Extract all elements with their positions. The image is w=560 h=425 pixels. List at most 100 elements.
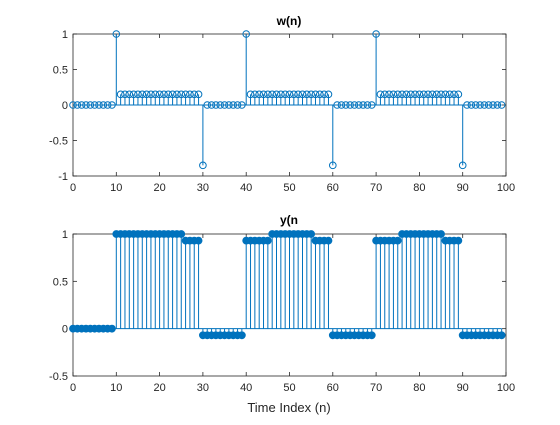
stem-marker-top [341, 101, 350, 109]
stem-marker-top [181, 90, 190, 99]
stem-marker-top [467, 101, 476, 109]
stem-marker-bottom [437, 230, 445, 238]
stem-marker-top [73, 101, 82, 109]
stem-marker-top [151, 90, 160, 99]
x-tick-label-top: 90 [457, 182, 469, 194]
stem-marker-top [294, 90, 302, 99]
stem-marker-top [298, 90, 307, 99]
x-tick-label-bottom: 100 [497, 382, 515, 394]
stem-marker-bottom [393, 236, 402, 245]
stem-marker-top [454, 90, 463, 99]
stem-marker-top [493, 101, 502, 109]
stem-marker-top [255, 90, 263, 99]
x-tick-label-top: 10 [110, 182, 122, 194]
stem-marker-top [268, 90, 276, 99]
stem-marker-top [489, 101, 497, 109]
x-tick-label-bottom: 50 [283, 382, 295, 394]
y-tick-label-top: -1 [58, 171, 68, 183]
stem-marker-top [116, 90, 125, 99]
chart-title-top: w(n) [276, 14, 302, 28]
x-tick-label-bottom: 40 [240, 382, 252, 394]
stem-marker-top [90, 101, 99, 109]
stem-marker-top [285, 90, 294, 99]
stem-marker-top [199, 161, 207, 170]
stem-marker-top [402, 90, 411, 99]
stem-marker-top [142, 90, 151, 99]
stem-marker-top [350, 101, 359, 109]
stem-marker-top [173, 90, 181, 99]
stem-marker-top [432, 90, 441, 99]
x-tick-label-top: 70 [370, 182, 382, 194]
stem-marker-top [190, 90, 199, 99]
x-tick-label-top: 40 [240, 182, 252, 194]
stem-marker-top [437, 90, 445, 99]
stem-marker-top [229, 101, 238, 109]
x-tick-label-top: 30 [197, 182, 209, 194]
stem-marker-top [220, 101, 229, 109]
stem-marker-top [303, 90, 311, 99]
stem-marker-top [307, 90, 315, 99]
x-tick-label-bottom: 10 [110, 382, 122, 394]
stem-marker-top [484, 101, 493, 109]
stem-marker-top [212, 101, 220, 109]
stem-marker-top [112, 30, 121, 38]
stem-marker-top [441, 90, 450, 99]
stem-marker-top [385, 90, 393, 99]
stem-marker-top [497, 101, 506, 109]
stem-marker-top [129, 90, 138, 99]
stem-marker-top [147, 90, 155, 99]
stem-marker-top [121, 90, 129, 99]
stem-marker-top [233, 101, 242, 109]
stem-marker-top [242, 30, 250, 38]
stem-marker-top [476, 101, 484, 109]
stem-marker-top [346, 101, 354, 109]
stem-marker-top [290, 90, 298, 99]
stem-marker-top [69, 101, 77, 109]
stem-marker-top [281, 90, 289, 99]
stem-marker-top [406, 90, 415, 99]
stem-marker-top [160, 90, 168, 99]
x-tick-label-bottom: 60 [327, 382, 339, 394]
stem-marker-bottom [454, 236, 463, 245]
stem-marker-top [372, 30, 380, 38]
stem-marker-top [411, 90, 419, 99]
y-tick-label-bottom: -0.5 [49, 371, 68, 383]
stem-marker-bottom [307, 230, 316, 238]
stem-marker-top [458, 161, 467, 170]
y-tick-label-bottom: 0.5 [53, 276, 68, 288]
stem-marker-top [138, 90, 147, 99]
stem-marker-top [225, 101, 233, 109]
stem-marker-top [168, 90, 177, 99]
stem-marker-top [450, 90, 458, 99]
stem-marker-top [216, 101, 225, 109]
stem-marker-top [376, 90, 385, 99]
x-tick-label-bottom: 90 [457, 382, 469, 394]
stem-marker-top [311, 90, 320, 99]
stem-marker-top [324, 90, 333, 99]
stem-marker-bottom [263, 236, 272, 245]
stem-marker-bottom [108, 324, 116, 333]
stem-marker-top [393, 90, 402, 99]
x-tick-label-top: 60 [327, 182, 339, 194]
stem-marker-top [354, 101, 363, 109]
stem-marker-top [264, 90, 272, 99]
stem-marker-top [329, 161, 337, 170]
x-tick-label-top: 50 [283, 182, 295, 194]
stem-marker-top [86, 101, 95, 109]
y-tick-label-bottom: 1 [62, 229, 68, 241]
stem-marker-top [95, 101, 103, 109]
x-tick-label-bottom: 80 [413, 382, 425, 394]
stem-marker-top [134, 90, 142, 99]
stem-marker-top [125, 90, 134, 99]
x-tick-label-top: 20 [153, 182, 165, 194]
stem-marker-top [359, 101, 367, 109]
stem-marker-top [177, 90, 186, 99]
x-tick-label-top: 100 [497, 182, 515, 194]
y-tick-label-top: 1 [62, 29, 68, 41]
x-tick-label-bottom: 70 [370, 382, 382, 394]
stem-marker-top [251, 90, 259, 99]
stem-marker-top [238, 101, 246, 109]
stem-marker-top [103, 101, 112, 109]
